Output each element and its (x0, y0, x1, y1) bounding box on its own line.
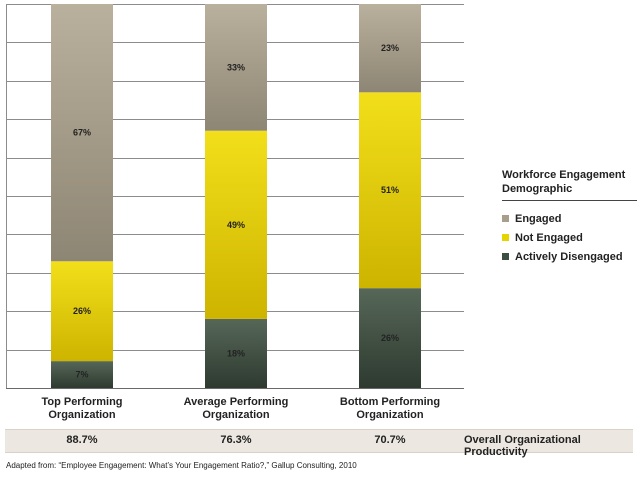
legend-swatch-actively-disengaged (502, 253, 509, 260)
bar-segment-top-engaged (51, 4, 113, 262)
data-label-average-not-engaged: 49% (227, 220, 245, 230)
productivity-value-bottom: 70.7% (374, 434, 406, 446)
bar-segment-average-actively-disengaged (205, 318, 267, 388)
data-label-bottom-actively-disengaged: 26% (381, 333, 399, 343)
productivity-label: Overall Organizational Productivity (464, 434, 581, 458)
data-label-average-engaged: 33% (227, 62, 245, 72)
category-label-bottom: Bottom Performing Organization (339, 396, 441, 421)
legend-item-engaged: Engaged (502, 209, 637, 228)
productivity-band (5, 429, 633, 453)
data-label-bottom-not-engaged: 51% (381, 185, 399, 195)
productivity-value-top: 88.7% (66, 434, 98, 446)
bar-segment-bottom-engaged (359, 4, 421, 93)
legend-title: Workforce Engagement Demographic (502, 168, 637, 201)
source-note: Adapted from: “Employee Engagement: What… (6, 461, 357, 470)
legend-swatch-not-engaged (502, 234, 509, 241)
legend: Workforce Engagement Demographic Engaged… (502, 168, 637, 266)
data-label-top-engaged: 67% (73, 128, 91, 138)
data-labels: 7% 26% 67% 18% 49% 33% 26% 51% 23% (73, 43, 399, 379)
productivity-value-average: 76.3% (220, 434, 252, 446)
data-label-bottom-engaged: 23% (381, 43, 399, 53)
bar-segment-bottom-not-engaged (359, 92, 421, 289)
legend-swatch-engaged (502, 215, 509, 222)
bar-segment-top-not-engaged (51, 261, 113, 362)
legend-item-actively-disengaged: Actively Disengaged (502, 247, 637, 266)
category-label-top: Top Performing Organization (41, 396, 123, 421)
data-label-top-actively-disengaged: 7% (75, 370, 88, 380)
data-label-average-actively-disengaged: 18% (227, 348, 245, 358)
bar-segment-top-actively-disengaged (51, 361, 113, 388)
bar-segment-average-engaged (205, 4, 267, 131)
data-label-top-not-engaged: 26% (73, 306, 91, 316)
bar-segment-bottom-actively-disengaged (359, 288, 421, 388)
category-label-average: Average Performing Organization (183, 396, 289, 421)
legend-item-not-engaged: Not Engaged (502, 228, 637, 247)
bar-segment-average-not-engaged (205, 130, 267, 319)
bars (51, 4, 421, 388)
